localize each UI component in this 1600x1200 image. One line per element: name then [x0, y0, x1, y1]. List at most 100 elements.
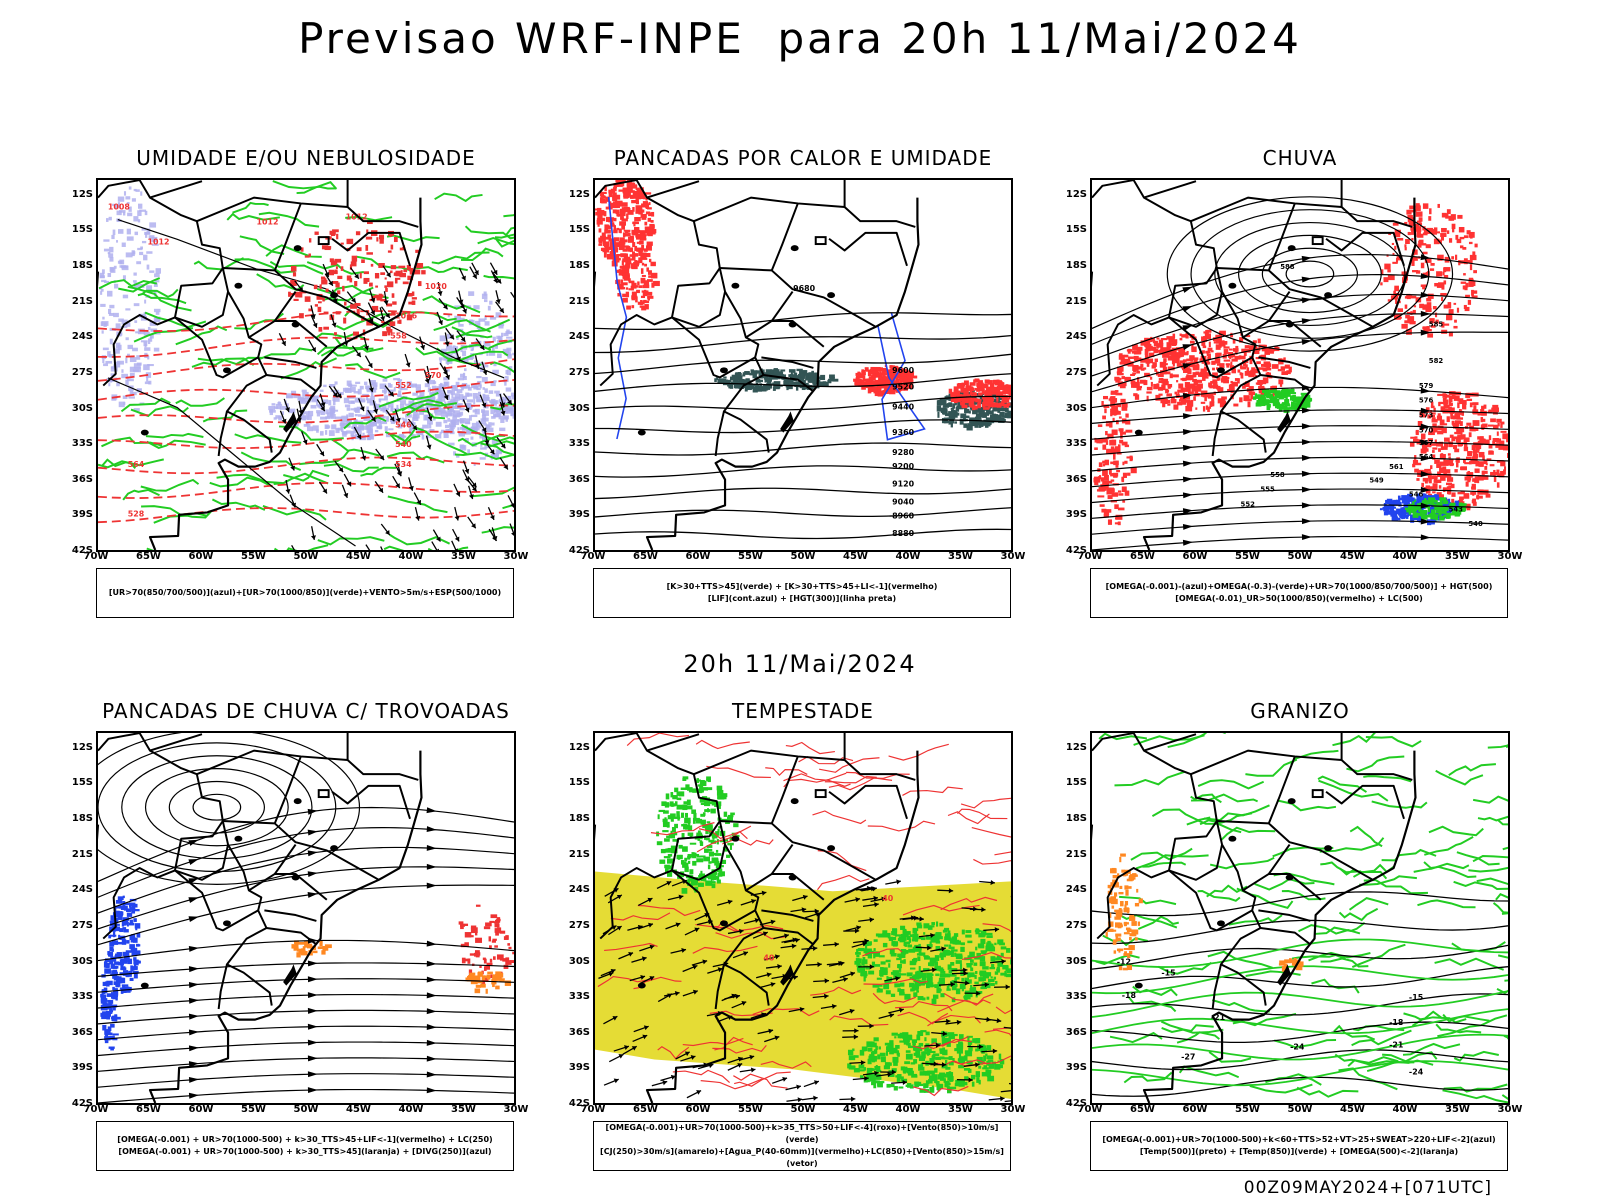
- rain-fill-red: [1204, 363, 1207, 366]
- rain-fill-red: [1471, 295, 1478, 298]
- storm-fill-red: [464, 932, 472, 938]
- border-line: [1143, 180, 1197, 199]
- divergence-fill-blue: [131, 906, 136, 911]
- rain-fill-blue: [1388, 502, 1394, 507]
- rain-fill-red: [1438, 401, 1445, 405]
- storm-fill-orange: [480, 983, 486, 988]
- humidity-fill-blue: [119, 332, 123, 336]
- lat-tick-label: 21S: [1065, 295, 1087, 307]
- rain-fill-red: [1171, 343, 1176, 347]
- rain-fill-red: [1437, 393, 1443, 396]
- humidity-contour-green: [316, 284, 374, 295]
- instability-fill-red: [617, 283, 624, 290]
- lon-tick-label: 70W: [83, 551, 109, 562]
- rain-fill-red: [1422, 304, 1428, 310]
- streamline: [98, 993, 514, 1009]
- humidity-contour-green: [431, 251, 490, 265]
- rain-fill-red: [1264, 350, 1270, 355]
- instability-fill-red: [971, 405, 978, 410]
- humidity-fill-blue: [495, 393, 502, 397]
- humidity-fill-blue: [397, 379, 403, 382]
- divergence-fill-blue: [126, 912, 133, 917]
- thickness-contour-red: [406, 265, 411, 270]
- instability-fill-red: [624, 239, 628, 243]
- streamline-arrow: [1182, 476, 1194, 483]
- streamline: [1261, 247, 1359, 301]
- humidity-fill-blue: [397, 383, 401, 389]
- rain-fill-red: [1220, 342, 1226, 347]
- humidity-fill-blue: [126, 202, 130, 205]
- humidity-fill-blue: [380, 420, 388, 425]
- wind-vector: [336, 393, 342, 399]
- rain-fill-red: [1430, 465, 1433, 470]
- rain-fill-red: [1448, 407, 1455, 414]
- humidity-fill-blue: [452, 346, 457, 352]
- rain-fill-red: [1424, 480, 1428, 484]
- humidity-fill-blue: [350, 400, 355, 404]
- panel-title: TEMPESTADE: [732, 699, 874, 723]
- thickness-contour-red: [350, 304, 358, 309]
- isobar: [107, 377, 356, 547]
- main-title: Previsao WRF-INPE para 20h 11/Mai/2024: [298, 14, 1302, 63]
- rain-fill-red: [1221, 400, 1227, 404]
- humidity-fill-blue: [132, 280, 137, 283]
- instability-fill-red: [903, 378, 908, 383]
- divergence-fill-blue: [121, 921, 125, 927]
- instability-fill-red: [906, 374, 910, 379]
- contour-label: 1012: [148, 237, 170, 246]
- rain-fill-red: [1477, 475, 1482, 479]
- rain-fill-red: [1437, 425, 1444, 431]
- streamline: [98, 978, 514, 993]
- instability-fill-red: [637, 301, 644, 305]
- rain-fill-red: [1467, 479, 1471, 483]
- instability-fill-green: [832, 378, 839, 382]
- thickness-contour-red: [313, 284, 318, 290]
- humidity-fill-blue: [378, 398, 385, 401]
- instability-fill-red: [605, 196, 610, 202]
- rain-fill-green: [1426, 502, 1431, 505]
- instability-fill-red: [636, 289, 640, 294]
- instability-fill-green: [974, 423, 979, 428]
- instability-fill-red: [633, 261, 639, 267]
- humidity-fill-blue: [365, 413, 373, 419]
- humidity-fill-blue: [412, 399, 415, 403]
- humidity-fill-blue: [150, 328, 158, 332]
- instability-fill-green: [715, 377, 719, 381]
- thickness-contour-red: [386, 303, 393, 307]
- humidity-fill-blue: [496, 409, 502, 414]
- streamline: [1092, 425, 1508, 440]
- lon-tick-label: 35W: [948, 551, 973, 562]
- rain-fill-red: [1460, 281, 1467, 284]
- thickness-contour-red: [98, 379, 514, 401]
- wind-vector: [385, 312, 390, 318]
- humidity-fill-blue: [451, 405, 459, 409]
- thickness-contour-red: [304, 255, 310, 258]
- contour-label: 9440: [892, 403, 915, 412]
- humidity-fill-blue: [506, 369, 511, 376]
- humidity-fill-blue: [346, 430, 351, 434]
- humidity-fill-blue: [140, 340, 148, 343]
- rain-fill-red: [1411, 237, 1414, 241]
- instability-fill-red: [641, 248, 648, 251]
- wind-vector: [444, 341, 450, 347]
- rain-fill-green: [1289, 395, 1295, 401]
- rain-fill-red: [1164, 371, 1171, 375]
- humidity-fill-blue: [100, 275, 105, 279]
- contour-label: 540: [395, 440, 412, 449]
- thickness-contour-red: [326, 245, 332, 249]
- humidity-fill-blue: [129, 366, 135, 372]
- rain-fill-red: [1448, 331, 1453, 337]
- humidity-fill-blue: [467, 386, 472, 391]
- rain-fill-red: [1126, 456, 1130, 459]
- humidity-contour-green: [209, 476, 273, 488]
- humidity-fill-blue: [367, 429, 373, 435]
- rain-fill-red: [1408, 220, 1415, 227]
- rain-fill-red: [1407, 215, 1413, 219]
- rain-fill-red: [1110, 410, 1118, 416]
- rain-fill-red: [1395, 258, 1399, 263]
- humidity-fill-blue: [507, 407, 514, 413]
- rain-fill-blue: [1449, 509, 1454, 513]
- lat-tick-label: 30S: [71, 402, 93, 414]
- rain-fill-red: [1474, 479, 1479, 483]
- humidity-fill-blue: [503, 416, 509, 420]
